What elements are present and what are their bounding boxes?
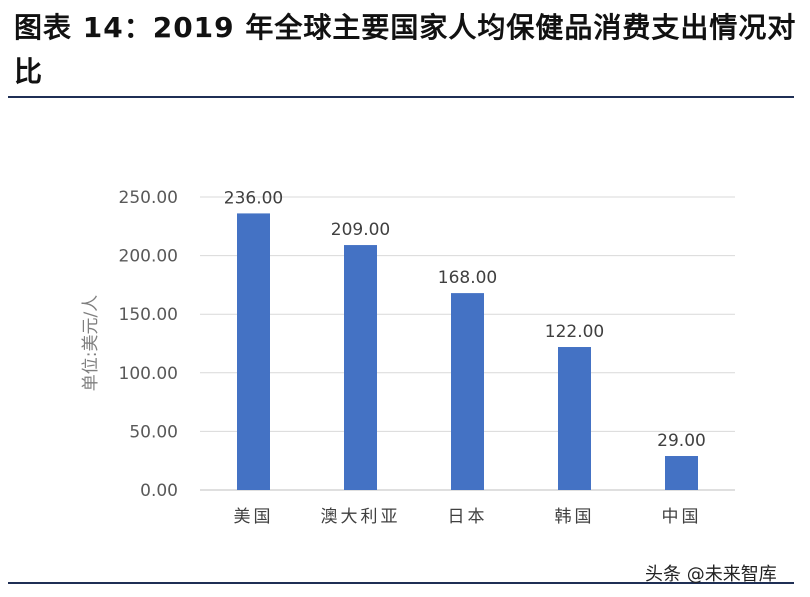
y-tick-label: 200.00	[119, 247, 178, 267]
bar	[451, 293, 484, 490]
data-label: 122.00	[545, 322, 604, 342]
bar	[237, 213, 270, 490]
data-label: 29.00	[657, 431, 706, 451]
x-tick-label: 澳大利亚	[321, 507, 401, 527]
data-label: 168.00	[438, 268, 497, 288]
data-label: 209.00	[331, 220, 390, 240]
x-tick-label: 中国	[662, 507, 702, 527]
bar	[558, 347, 591, 490]
y-tick-label: 50.00	[129, 422, 178, 442]
page-title: 图表 14：2019 年全球主要国家人均保健品消费支出情况对比	[14, 11, 797, 88]
y-axis-label: 单位:美元/人	[81, 295, 101, 391]
bar	[665, 456, 698, 490]
x-tick-label: 韩国	[555, 507, 595, 527]
y-tick-label: 150.00	[119, 305, 178, 325]
bar	[344, 245, 377, 490]
watermark: 头条 @未来智库	[645, 564, 777, 585]
footer-divider	[8, 582, 794, 584]
x-tick-label: 美国	[234, 507, 274, 527]
y-tick-label: 0.00	[140, 481, 178, 501]
title-divider	[8, 96, 794, 98]
y-tick-label: 250.00	[119, 188, 178, 208]
data-label: 236.00	[224, 188, 283, 208]
x-tick-label: 日本	[448, 507, 488, 527]
y-tick-label: 100.00	[119, 364, 178, 384]
